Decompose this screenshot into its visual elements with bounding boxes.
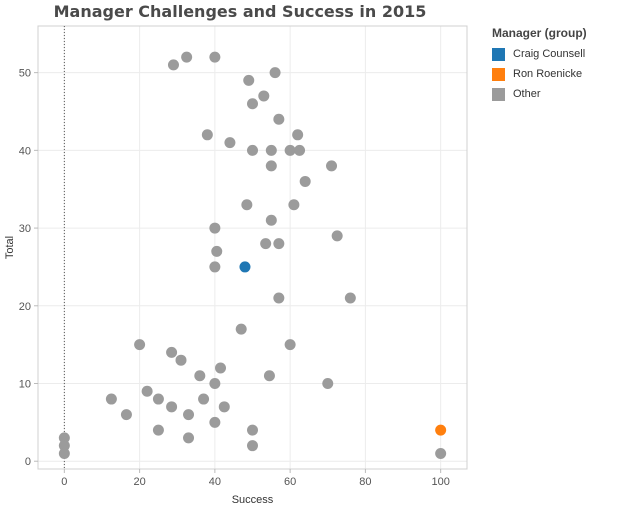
x-tick-label: 60 <box>284 476 296 488</box>
y-axis: 0 10 20 30 40 50 <box>19 68 38 468</box>
legend: Manager (group) Craig Counsell Ron Roenic… <box>492 26 587 104</box>
data-point-other[interactable] <box>247 144 258 156</box>
y-tick-label: 50 <box>19 68 31 80</box>
legend-items: Craig Counsell Ron Roenicke Other <box>492 44 587 104</box>
data-points <box>58 51 447 459</box>
data-point-other[interactable] <box>331 230 343 242</box>
y-tick-label: 40 <box>19 145 31 157</box>
data-point-ron-roenicke[interactable] <box>435 424 447 436</box>
data-point-other[interactable] <box>247 98 258 110</box>
data-point-other[interactable] <box>209 416 221 428</box>
data-point-other[interactable] <box>175 354 187 366</box>
x-tick-label: 20 <box>133 476 145 488</box>
y-tick-label: 20 <box>19 301 31 313</box>
data-point-other[interactable] <box>134 339 146 351</box>
legend-swatch <box>492 87 505 101</box>
data-point-other[interactable] <box>211 245 223 257</box>
data-point-other[interactable] <box>247 440 258 452</box>
data-point-other[interactable] <box>141 385 153 397</box>
data-point-other[interactable] <box>183 432 195 444</box>
data-point-other[interactable] <box>198 393 210 405</box>
data-point-other[interactable] <box>273 292 285 304</box>
data-point-other[interactable] <box>435 447 447 459</box>
x-axis: 0 20 40 60 80 100 <box>61 469 450 488</box>
data-point-other[interactable] <box>284 339 296 351</box>
data-point-other[interactable] <box>269 67 281 79</box>
data-point-other[interactable] <box>273 113 285 125</box>
data-point-other[interactable] <box>58 440 70 452</box>
data-point-other[interactable] <box>224 137 236 149</box>
data-point-other[interactable] <box>265 160 277 172</box>
data-point-other[interactable] <box>209 378 221 390</box>
data-point-other[interactable] <box>241 199 253 211</box>
data-point-other[interactable] <box>299 175 311 187</box>
data-point-other[interactable] <box>105 393 117 405</box>
data-point-other[interactable] <box>120 409 132 421</box>
x-tick-label: 0 <box>61 476 67 488</box>
legend-label: Craig Counsell <box>513 48 586 60</box>
data-point-other[interactable] <box>260 238 272 250</box>
data-point-other[interactable] <box>344 292 356 304</box>
data-point-other[interactable] <box>167 59 179 71</box>
x-tick-label: 80 <box>359 476 371 488</box>
data-point-other[interactable] <box>58 447 70 459</box>
y-tick-label: 10 <box>19 379 31 391</box>
data-point-other[interactable] <box>265 214 277 226</box>
plot-frame <box>37 25 468 470</box>
data-point-other[interactable] <box>265 144 277 156</box>
data-point-other[interactable] <box>263 370 275 382</box>
x-tick-label: 100 <box>431 476 449 488</box>
data-point-other[interactable] <box>201 129 213 141</box>
data-point-other[interactable] <box>209 261 221 273</box>
data-point-other[interactable] <box>292 129 304 141</box>
legend-title: Manager (group) <box>492 26 587 40</box>
legend-item-ron-roenicke[interactable]: Ron Roenicke <box>492 64 587 84</box>
data-point-other[interactable] <box>243 74 255 86</box>
y-tick-label: 0 <box>25 456 31 468</box>
data-point-other[interactable] <box>326 160 338 172</box>
legend-label: Other <box>513 88 541 100</box>
gridlines <box>38 26 467 469</box>
chart-title: Manager Challenges and Success in 2015 <box>53 2 427 21</box>
data-point-other[interactable] <box>247 424 258 436</box>
x-axis-label: Success <box>232 494 274 506</box>
data-point-other[interactable] <box>166 346 178 358</box>
legend-item-other[interactable]: Other <box>492 84 587 104</box>
legend-item-craig-counsell[interactable]: Craig Counsell <box>492 44 587 64</box>
data-point-other[interactable] <box>235 323 247 335</box>
data-point-other[interactable] <box>322 378 334 390</box>
data-point-other[interactable] <box>294 144 306 156</box>
data-point-other[interactable] <box>58 432 70 444</box>
y-tick-label: 30 <box>19 223 31 235</box>
data-point-other[interactable] <box>181 51 193 63</box>
x-tick-label: 40 <box>209 476 221 488</box>
data-point-other[interactable] <box>215 362 227 374</box>
legend-swatch <box>492 67 505 81</box>
y-axis-label: Total <box>4 236 16 259</box>
data-point-other[interactable] <box>209 222 221 234</box>
data-point-other[interactable] <box>218 401 230 413</box>
data-point-craig-counsell[interactable] <box>239 261 251 273</box>
legend-label: Ron Roenicke <box>513 68 583 80</box>
data-point-other[interactable] <box>288 199 300 211</box>
data-point-other[interactable] <box>273 238 285 250</box>
legend-swatch <box>492 47 505 61</box>
data-point-other[interactable] <box>183 409 195 421</box>
data-point-other[interactable] <box>166 401 178 413</box>
data-point-other[interactable] <box>258 90 270 102</box>
data-point-other[interactable] <box>152 424 164 436</box>
data-point-other[interactable] <box>194 370 206 382</box>
data-point-other[interactable] <box>284 144 296 156</box>
data-point-other[interactable] <box>209 51 221 63</box>
data-point-other[interactable] <box>152 393 164 405</box>
